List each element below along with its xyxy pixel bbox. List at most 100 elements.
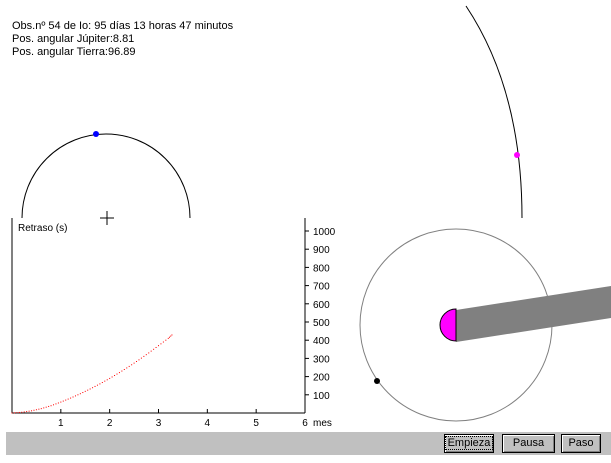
jupiter-planet: [514, 152, 520, 158]
delay-point: [128, 365, 130, 367]
delay-graph: Retraso (s) mes 1 2 3 4 5 6 100 200 300 400 500 60…: [11, 218, 336, 429]
delay-point: [77, 394, 79, 396]
delay-point: [35, 409, 37, 411]
delay-point: [138, 359, 140, 361]
delay-point: [84, 390, 86, 392]
delay-point: [23, 411, 25, 413]
delay-point: [104, 380, 106, 382]
delay-point: [53, 404, 55, 406]
jupiter-orbit: [465, 5, 523, 219]
delay-point: [79, 393, 81, 395]
delay-point: [99, 383, 101, 385]
delay-point: [72, 396, 74, 398]
y-tick-label: 500: [313, 318, 330, 329]
delay-point: [28, 410, 30, 412]
x-tick-group: 1 2 3 4 5 6: [58, 409, 308, 429]
step-button[interactable]: Paso: [561, 434, 601, 453]
delay-point: [87, 389, 89, 391]
delay-point: [13, 412, 15, 414]
y-tick-label: 400: [313, 336, 330, 347]
delay-point: [140, 357, 142, 359]
pause-button[interactable]: Pausa: [502, 434, 555, 453]
delay-point: [45, 406, 47, 408]
delay-point: [160, 343, 162, 345]
x-tick-label: 2: [107, 418, 113, 429]
y-tick-group: 100 200 300 400 500 600 700 800 900 1000: [305, 227, 336, 402]
x-tick-label: 4: [205, 418, 211, 429]
delay-point: [155, 346, 157, 348]
delay-point: [31, 410, 33, 412]
x-tick-label: 3: [156, 418, 162, 429]
delay-point: [116, 373, 118, 375]
y-tick-label: 100: [313, 391, 330, 402]
delay-series: [11, 334, 173, 414]
delay-point: [133, 362, 135, 364]
delay-point: [165, 339, 167, 341]
y-tick-label: 600: [313, 300, 330, 311]
start-button[interactable]: Empieza: [444, 434, 494, 453]
y-tick-label: 900: [313, 245, 330, 256]
delay-point: [18, 411, 20, 413]
earth-angle-info: Pos. angular Tierra:96.89: [12, 46, 136, 58]
delay-point: [40, 408, 42, 410]
io-orbit: [21, 133, 191, 219]
step-button-label: Paso: [568, 437, 594, 449]
delay-point: [158, 345, 159, 347]
graph-xunit: mes: [313, 418, 332, 429]
delay-point: [89, 388, 91, 390]
delay-point: [21, 411, 23, 413]
delay-point: [123, 369, 125, 371]
jupiter-angle-info: Pos. angular Júpiter:8.81: [12, 33, 135, 45]
delay-point: [162, 341, 164, 343]
delay-point: [65, 399, 67, 401]
delay-point: [143, 355, 145, 357]
delay-point: [67, 398, 69, 400]
delay-point: [62, 400, 64, 402]
delay-point: [57, 402, 59, 404]
delay-point: [114, 375, 116, 377]
delay-point: [136, 360, 138, 362]
earth-planet: [374, 378, 380, 384]
delay-point: [168, 336, 170, 338]
delay-point: [171, 334, 173, 336]
delay-point: [126, 367, 128, 369]
delay-point: [153, 348, 155, 350]
delay-point: [118, 372, 120, 374]
delay-point: [16, 412, 18, 414]
delay-point: [121, 370, 123, 372]
jupiter-shadow: [456, 286, 611, 342]
delay-point: [38, 408, 40, 410]
delay-point: [43, 407, 45, 409]
start-button-label: Empieza: [444, 436, 494, 450]
delay-point: [167, 337, 169, 339]
io-moon: [93, 131, 99, 137]
pause-button-label: Pausa: [512, 437, 545, 449]
delay-point: [170, 335, 172, 337]
delay-point: [26, 411, 28, 413]
y-tick-label: 200: [313, 373, 330, 384]
delay-point: [11, 412, 13, 414]
x-tick-label: 5: [253, 418, 259, 429]
jupiter-marker: [100, 211, 114, 225]
sun: [439, 308, 457, 342]
observation-info: Obs.nº 54 de Io: 95 días 13 horas 47 min…: [12, 20, 234, 32]
x-tick-label: 6: [302, 418, 308, 429]
delay-point: [96, 384, 98, 386]
y-tick-label: 300: [313, 354, 330, 365]
delay-point: [109, 377, 111, 379]
delay-point: [74, 395, 76, 397]
delay-point: [148, 352, 150, 354]
delay-point: [131, 364, 133, 366]
delay-point: [94, 385, 96, 387]
delay-point: [111, 376, 113, 378]
delay-point: [82, 392, 84, 394]
delay-point: [150, 350, 152, 352]
delay-point: [145, 354, 147, 356]
delay-point: [48, 405, 50, 407]
delay-point: [55, 403, 57, 405]
y-tick-label: 1000: [313, 227, 336, 238]
delay-point: [92, 387, 94, 389]
delay-point: [60, 401, 62, 403]
control-bar: Empieza Pausa Paso: [6, 432, 611, 455]
